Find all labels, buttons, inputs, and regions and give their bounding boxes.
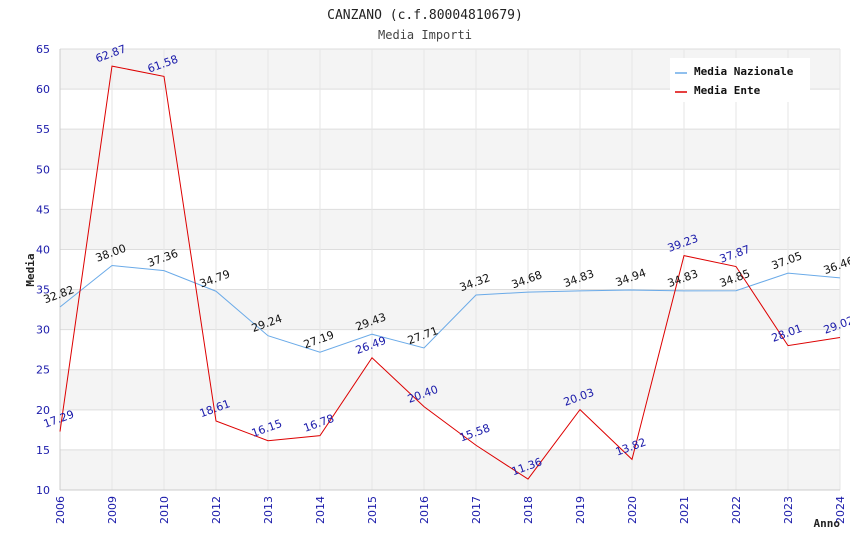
data-label-media-nazionale: 34.68 [510,268,544,291]
data-label-media-nazionale: 37.05 [770,249,804,272]
data-label-media-ente: 15.58 [458,421,492,444]
y-tick-label: 25 [36,364,50,377]
x-tick-label: 2017 [470,496,483,524]
data-label-media-nazionale: 37.36 [146,247,180,270]
data-label-media-nazionale: 34.79 [198,267,232,290]
plot-bands [60,49,840,490]
x-tick-label: 2018 [522,496,535,524]
axes [59,49,840,491]
x-tick-label: 2020 [626,496,639,524]
y-tick-label: 15 [36,444,50,457]
plot-band [60,449,840,490]
y-tick-label: 65 [36,43,50,56]
y-axis-label: Media [24,253,37,286]
legend-label-media-nazionale: Media Nazionale [694,65,794,78]
data-label-media-ente: 26.49 [354,334,388,357]
y-tick-label: 10 [36,484,50,497]
legend-box [670,58,810,102]
chart-subtitle: Media Importi [378,28,472,42]
y-tick-label: 35 [36,284,50,297]
plot-band [60,289,840,330]
y-tick-labels: 10 15 20 25 30 35 40 45 50 55 60 65 [36,43,50,497]
data-label-media-nazionale: 34.85 [718,267,752,290]
x-tick-label: 2010 [158,496,171,524]
x-tick-label: 2019 [574,496,587,524]
x-tick-label: 2015 [366,496,379,524]
data-label-media-nazionale: 34.83 [666,267,700,290]
x-tick-label: 2009 [106,496,119,524]
y-tick-label: 40 [36,243,50,256]
x-tick-label: 2013 [262,496,275,524]
x-axis-label: Anno [814,517,841,530]
data-label-media-nazionale: 34.94 [614,266,648,289]
series-lines [59,65,841,480]
y-tick-label: 50 [36,163,50,176]
plot-band [60,209,840,250]
y-tick-label: 55 [36,123,50,136]
x-tick-label: 2006 [54,496,67,524]
series-line-media-nazionale [59,264,841,353]
x-tick-labels: 2006 2009 2010 2012 2013 2014 2015 2016 2017 2018… [54,496,847,524]
plot-band [60,129,840,170]
x-tick-label: 2014 [314,496,327,524]
x-tick-label: 2022 [730,496,743,524]
data-label-media-nazionale: 36.46 [822,254,850,277]
y-tick-label: 60 [36,83,50,96]
data-label-media-nazionale: 27.19 [302,328,336,351]
series-line-media-ente [59,65,841,480]
legend: Media Nazionale Media Ente [670,58,810,102]
legend-label-media-ente: Media Ente [694,84,761,97]
data-label-media-ente: 16.15 [250,417,284,440]
data-label-media-nazionale: 34.83 [562,267,596,290]
x-tick-label: 2012 [210,496,223,524]
chart-title: CANZANO (c.f.80004810679) [327,8,523,23]
y-tick-label: 20 [36,404,50,417]
x-tick-label: 2023 [782,496,795,524]
gridlines [59,48,841,491]
x-tick-label: 2024 [834,496,847,524]
y-tick-label: 30 [36,324,50,337]
x-tick-label: 2021 [678,496,691,524]
x-tick-label: 2016 [418,496,431,524]
data-label-media-ente: 16.78 [302,412,336,435]
plot-band [60,369,840,410]
y-tick-label: 45 [36,203,50,216]
